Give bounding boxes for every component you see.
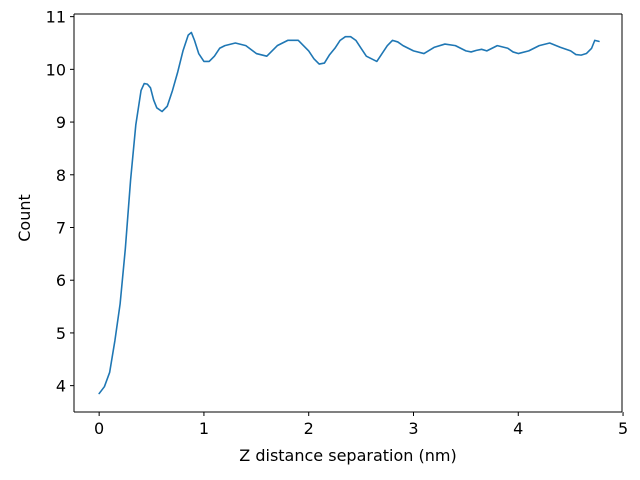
y-tick-label: 4	[56, 377, 66, 396]
x-tick-label: 1	[199, 419, 209, 438]
plot-area	[74, 14, 622, 412]
x-axis: 0 1 2 3 4 5	[94, 412, 628, 438]
y-tick-label: 8	[56, 166, 66, 185]
x-tick-label: 3	[408, 419, 418, 438]
y-tick-label: 11	[46, 8, 66, 27]
y-axis: 4 5 6 7 8 9 10 11	[46, 8, 74, 396]
x-axis-label: Z distance separation (nm)	[239, 446, 456, 465]
y-tick-label: 7	[56, 218, 66, 237]
y-tick-label: 5	[56, 324, 66, 343]
series-layer	[98, 31, 600, 395]
x-tick-label: 0	[94, 419, 104, 438]
y-axis-label: Count	[15, 194, 34, 242]
axis-spines	[73, 13, 623, 413]
y-tick-label: 10	[46, 60, 66, 79]
x-tick-label: 2	[304, 419, 314, 438]
x-tick-label: 4	[513, 419, 523, 438]
x-tick-label: 5	[618, 419, 628, 438]
y-tick-label: 9	[56, 113, 66, 132]
series-line-0	[98, 31, 600, 395]
y-tick-label: 6	[56, 271, 66, 290]
